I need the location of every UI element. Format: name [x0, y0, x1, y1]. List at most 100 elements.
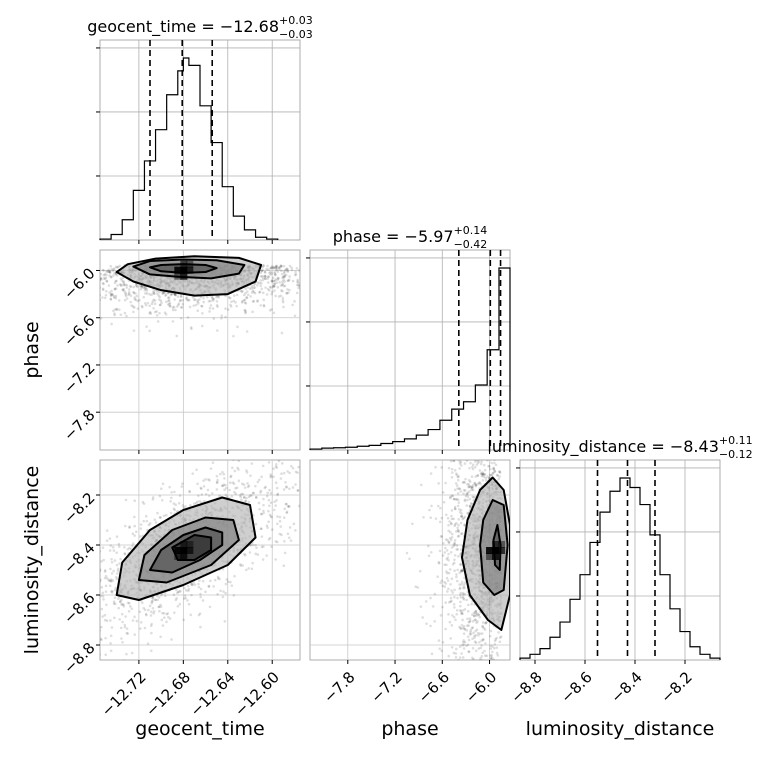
sample-point: [121, 620, 124, 624]
sample-point: [440, 731, 443, 734]
sample-point: [100, 280, 101, 282]
sample-point: [111, 545, 115, 549]
sample-point: [280, 264, 283, 268]
sample-point: [460, 464, 463, 467]
sample-point: [441, 491, 445, 494]
sample-point: [419, 483, 423, 487]
sample-point: [273, 289, 276, 292]
sample-point: [109, 275, 113, 279]
sample-point: [278, 519, 282, 523]
sample-point: [453, 541, 456, 544]
sample-point: [481, 472, 485, 476]
sample-point: [269, 491, 273, 495]
sample-point: [489, 654, 492, 657]
sample-point: [481, 472, 484, 476]
sample-point: [246, 293, 250, 297]
sample-point: [118, 600, 122, 603]
sample-point: [192, 502, 196, 505]
sample-point: [108, 274, 111, 277]
sample-point: [210, 492, 214, 495]
sample-point: [192, 304, 196, 307]
sample-point: [489, 457, 492, 460]
y-tick-label-luminosity_distance: −8.8: [60, 639, 98, 677]
sample-point: [47, 632, 50, 635]
sample-point: [149, 649, 153, 653]
sample-point: [307, 269, 310, 272]
sample-point: [101, 287, 105, 291]
sample-point: [463, 627, 467, 631]
sample-point: [254, 484, 257, 488]
sample-point: [45, 650, 48, 653]
sample-point: [120, 279, 124, 282]
sample-point: [88, 582, 91, 585]
sample-point: [280, 455, 283, 458]
sample-point: [226, 308, 230, 311]
sample-point: [118, 264, 122, 268]
sample-point: [301, 444, 304, 447]
sample-point: [296, 280, 299, 283]
sample-point: [114, 294, 118, 298]
sample-point: [209, 304, 213, 307]
sample-point: [145, 519, 149, 523]
sample-point: [258, 457, 261, 460]
sample-point: [273, 282, 276, 286]
sample-point: [489, 656, 493, 660]
sample-point: [265, 524, 269, 527]
sample-point: [113, 596, 117, 600]
sample-point: [158, 311, 161, 315]
sample-point: [287, 504, 290, 508]
sample-point: [243, 301, 247, 304]
sample-point: [472, 614, 476, 618]
sample-point: [280, 472, 283, 476]
sample-point: [151, 498, 155, 501]
sample-point: [228, 296, 232, 300]
sample-point: [471, 613, 474, 617]
sample-point: [114, 588, 117, 592]
sample-point: [108, 549, 112, 552]
sample-point: [204, 590, 207, 594]
sample-point: [272, 467, 275, 470]
panel-content: [310, 455, 510, 734]
sample-point: [305, 292, 308, 295]
sample-point: [114, 287, 118, 290]
sample-point: [479, 482, 482, 486]
sample-point: [456, 529, 460, 532]
sample-point: [453, 488, 457, 492]
sample-point: [479, 462, 483, 466]
sample-point: [170, 496, 173, 500]
sample-point: [278, 280, 281, 284]
sample-point: [454, 677, 457, 680]
density-pixel: [180, 553, 188, 560]
sample-point: [171, 308, 175, 312]
sample-point: [273, 282, 276, 286]
sample-point: [446, 516, 450, 520]
sample-point: [100, 629, 101, 632]
sample-point: [272, 311, 276, 315]
sample-point: [110, 590, 113, 593]
sample-point: [280, 462, 284, 465]
sample-point: [176, 591, 179, 595]
sample-point: [245, 471, 249, 474]
sample-point: [290, 266, 294, 270]
sample-point: [199, 486, 203, 490]
sample-point: [460, 455, 463, 458]
sample-point: [100, 276, 103, 280]
sample-point: [230, 466, 234, 470]
sample-point: [94, 267, 97, 270]
sample-point: [430, 652, 434, 656]
sample-point: [465, 644, 468, 648]
sample-point: [126, 601, 130, 605]
sample-point: [222, 590, 225, 593]
sample-point: [276, 270, 280, 273]
sample-point: [480, 632, 484, 635]
sample-point: [480, 460, 483, 463]
sample-point: [473, 618, 477, 622]
sample-point: [240, 498, 243, 502]
sample-point: [450, 514, 453, 518]
sample-point: [290, 268, 294, 272]
sample-point: [463, 523, 466, 527]
sample-point: [492, 658, 495, 660]
sample-point: [232, 334, 235, 338]
sample-point: [436, 575, 439, 579]
sample-point: [92, 592, 95, 595]
